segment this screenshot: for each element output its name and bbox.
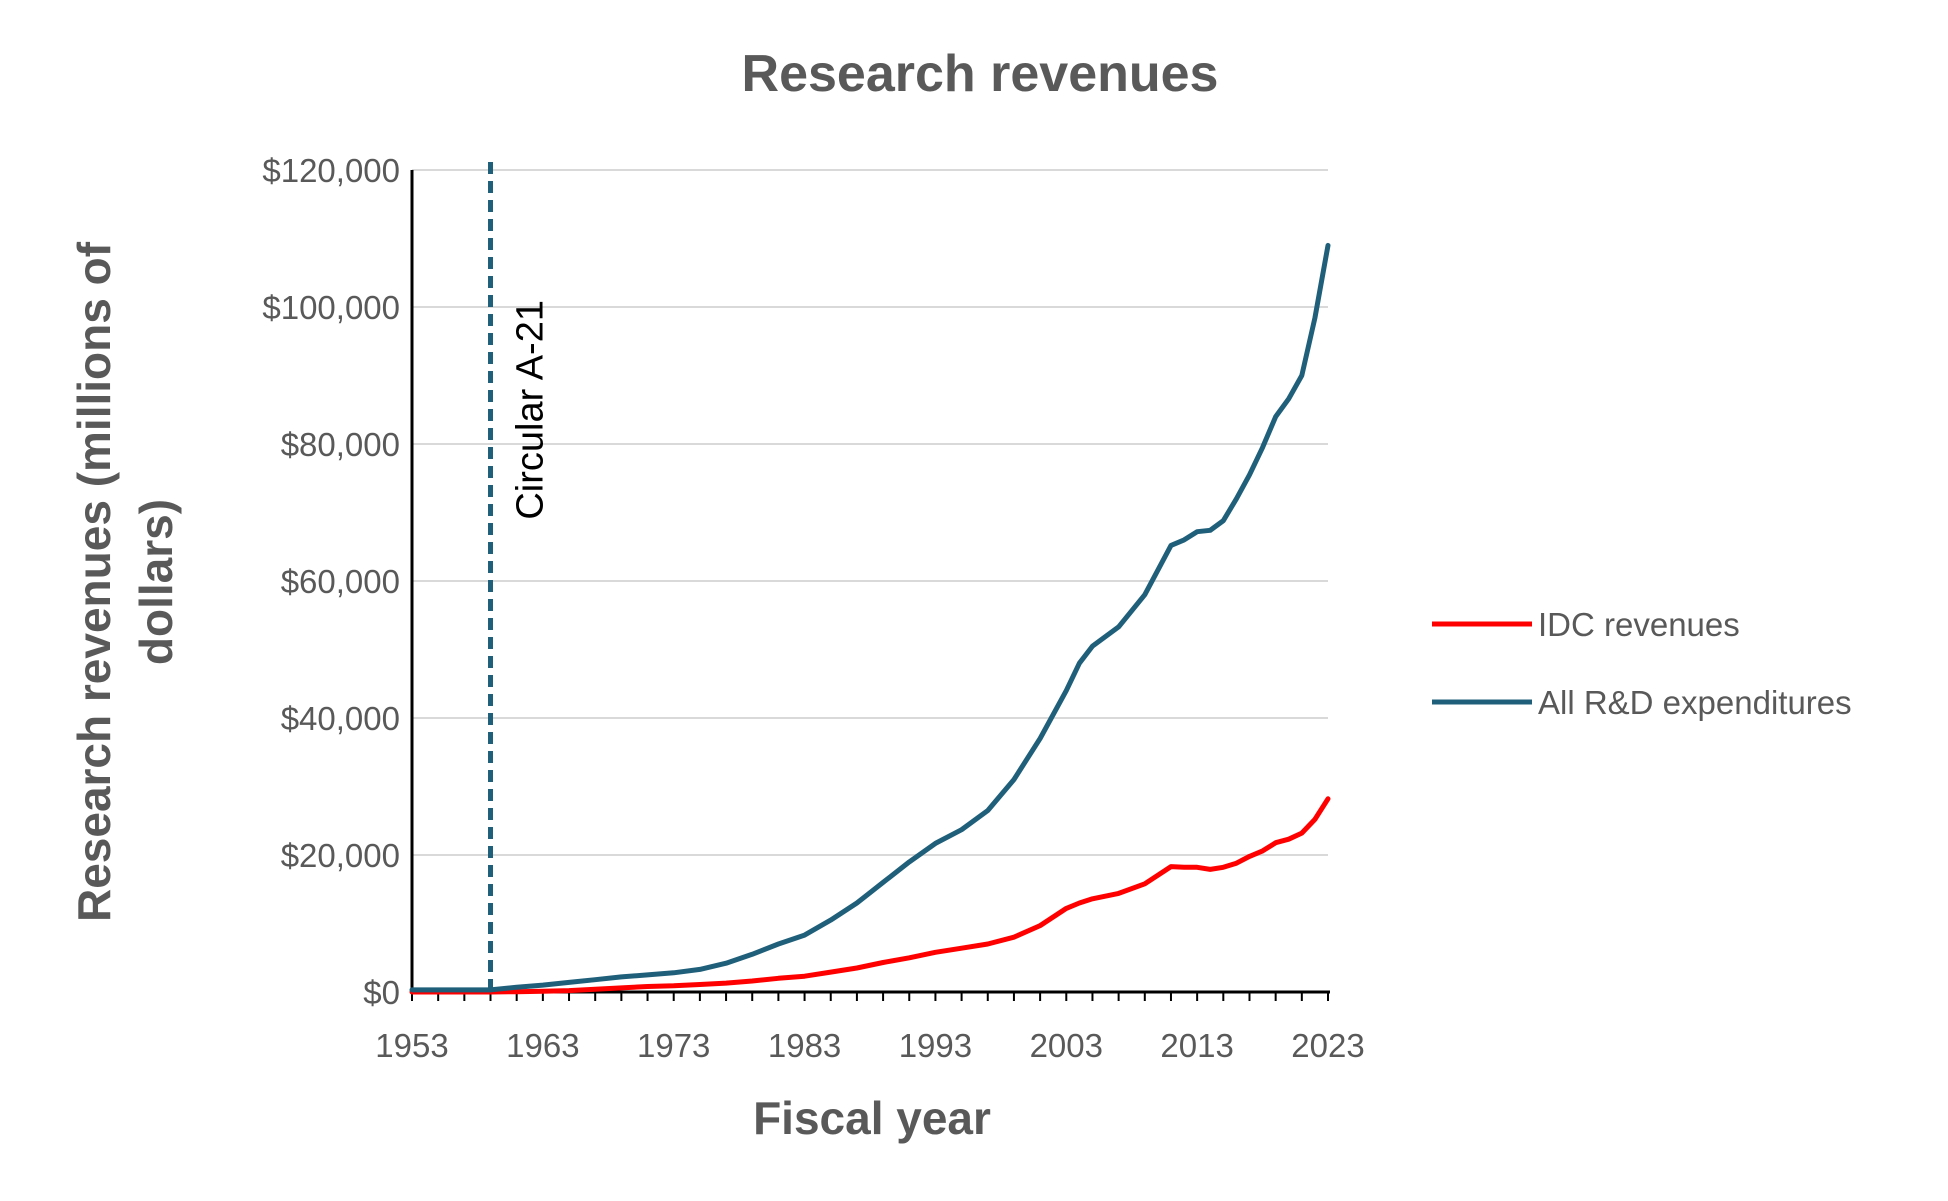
y-axis-title-line-1: Research revenues (millions of — [68, 241, 120, 922]
circular-a21-label: Circular A-21 — [510, 300, 552, 520]
series-line-all-rd-expenditures — [409, 242, 1331, 993]
x-tick-label: 2013 — [1160, 1027, 1233, 1064]
y-tick-label: $20,000 — [281, 837, 400, 874]
y-tick-label: $0 — [363, 974, 400, 1011]
x-tick-label: 1963 — [506, 1027, 579, 1064]
y-tick-label: $40,000 — [281, 700, 400, 737]
x-axis-ticks: 1953 1963 1973 1983 1993 2003 2013 2023 — [375, 992, 1365, 1064]
series-lines — [409, 242, 1331, 995]
y-axis-ticks: $0 $20,000 $40,000 $60,000 $80,000 $100,000 $1… — [262, 152, 400, 1011]
x-tick-label: 2023 — [1291, 1027, 1364, 1064]
legend: IDC revenues All R&D expenditures — [1432, 606, 1852, 721]
y-tick-label: $120,000 — [262, 152, 400, 189]
chart-title: Research revenues — [742, 45, 1219, 103]
y-tick-label: $60,000 — [281, 563, 400, 600]
y-axis-title-line-2: dollars) — [130, 499, 182, 665]
x-axis-title: Fiscal year — [753, 1092, 991, 1144]
x-tick-label: 1983 — [768, 1027, 841, 1064]
gridlines — [412, 169, 1328, 856]
legend-label-rd: All R&D expenditures — [1538, 684, 1852, 721]
y-tick-label: $100,000 — [262, 289, 400, 326]
y-tick-label: $80,000 — [281, 426, 400, 463]
legend-label-idc: IDC revenues — [1538, 606, 1740, 643]
circular-a21-annotation: Circular A-21 — [488, 162, 552, 990]
x-tick-label: 1993 — [899, 1027, 972, 1064]
series-line-idc-revenues — [409, 796, 1331, 995]
x-tick-label: 1973 — [637, 1027, 710, 1064]
x-tick-label: 1953 — [375, 1027, 448, 1064]
x-tick-label: 2003 — [1030, 1027, 1103, 1064]
y-axis-title: Research revenues (millions of dollars) — [68, 241, 182, 922]
